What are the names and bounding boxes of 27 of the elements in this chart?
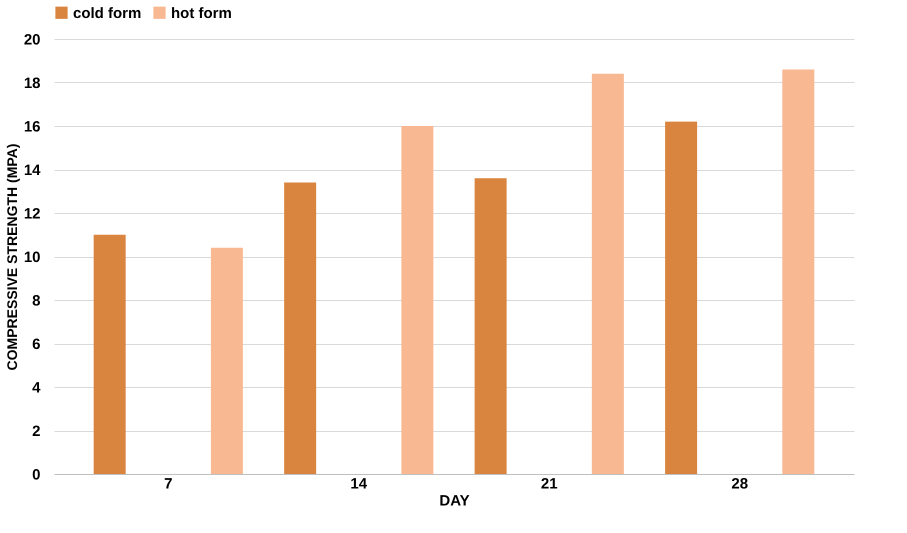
y-tick-label: 8: [32, 292, 40, 310]
y-tick-label: 14: [24, 162, 42, 179]
x-tick-label: 7: [164, 476, 172, 492]
bar: [401, 126, 434, 474]
legend-label: cold form: [73, 4, 142, 22]
bar: [210, 248, 243, 474]
legend-label: hot form: [171, 4, 232, 22]
bar: [284, 182, 316, 474]
y-tick-label: 2: [32, 423, 40, 440]
y-axis-title: COMPRESSIVE STRENGTH (MPA): [4, 144, 20, 370]
bar: [474, 178, 507, 474]
bar: [592, 74, 624, 474]
y-tick-label: 16: [24, 118, 40, 136]
x-tick-label: 28: [731, 476, 748, 492]
y-tick-label: 6: [32, 336, 40, 353]
bar: [665, 122, 698, 474]
x-tick-label: 14: [350, 476, 368, 492]
bar: [782, 69, 814, 474]
y-tick-label: 0: [32, 466, 40, 484]
bar: [94, 234, 126, 474]
x-tick-label: 21: [540, 476, 558, 492]
y-tick-label: 12: [24, 206, 40, 222]
y-tick-label: 18: [24, 75, 40, 92]
x-axis-title: DAY: [439, 492, 470, 510]
y-tick-label: 4: [32, 380, 42, 396]
y-tick-label: 10: [24, 249, 40, 266]
y-tick-label: 20: [24, 32, 40, 48]
